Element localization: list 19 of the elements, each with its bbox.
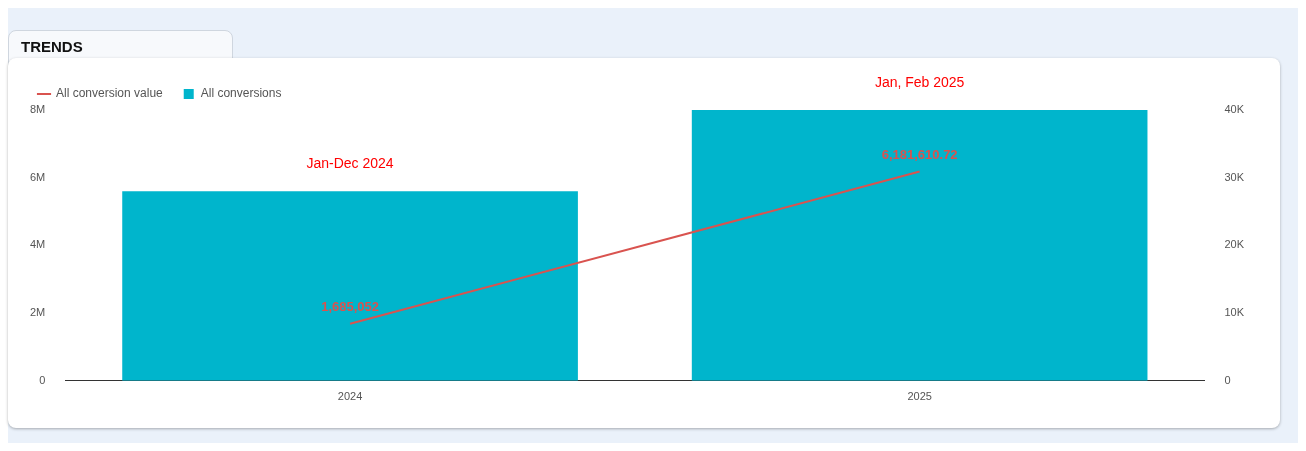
y-tick-label: 0 <box>39 373 46 386</box>
data-label: 6,181,610.72 <box>881 146 958 162</box>
data-label: 1,685,052 <box>321 298 379 314</box>
y2-tick-label: 20K <box>1224 238 1245 251</box>
y2-tick-label: 0 <box>1224 373 1231 386</box>
y2-tick-label: 30K <box>1224 170 1245 183</box>
text: Jan, Feb 2025 <box>874 73 965 90</box>
legend-label: All conversions <box>200 86 282 101</box>
y-tick-label: 4M <box>30 238 46 251</box>
x-tick-label: 2025 <box>907 390 932 403</box>
y-tick-label: 2M <box>30 306 46 319</box>
annotation: Jan-Dec 2024 <box>306 155 394 172</box>
y-tick-label: 6M <box>30 170 46 183</box>
legend-label: All conversion value <box>56 86 164 101</box>
x-tick-label: 2024 <box>337 390 363 403</box>
y2-tick-label: 40K <box>1224 103 1245 116</box>
chart-title: TRENDS <box>8 30 233 70</box>
y-tick-label: 8M <box>30 103 46 116</box>
y2-tick-label: 10K <box>1224 306 1245 319</box>
